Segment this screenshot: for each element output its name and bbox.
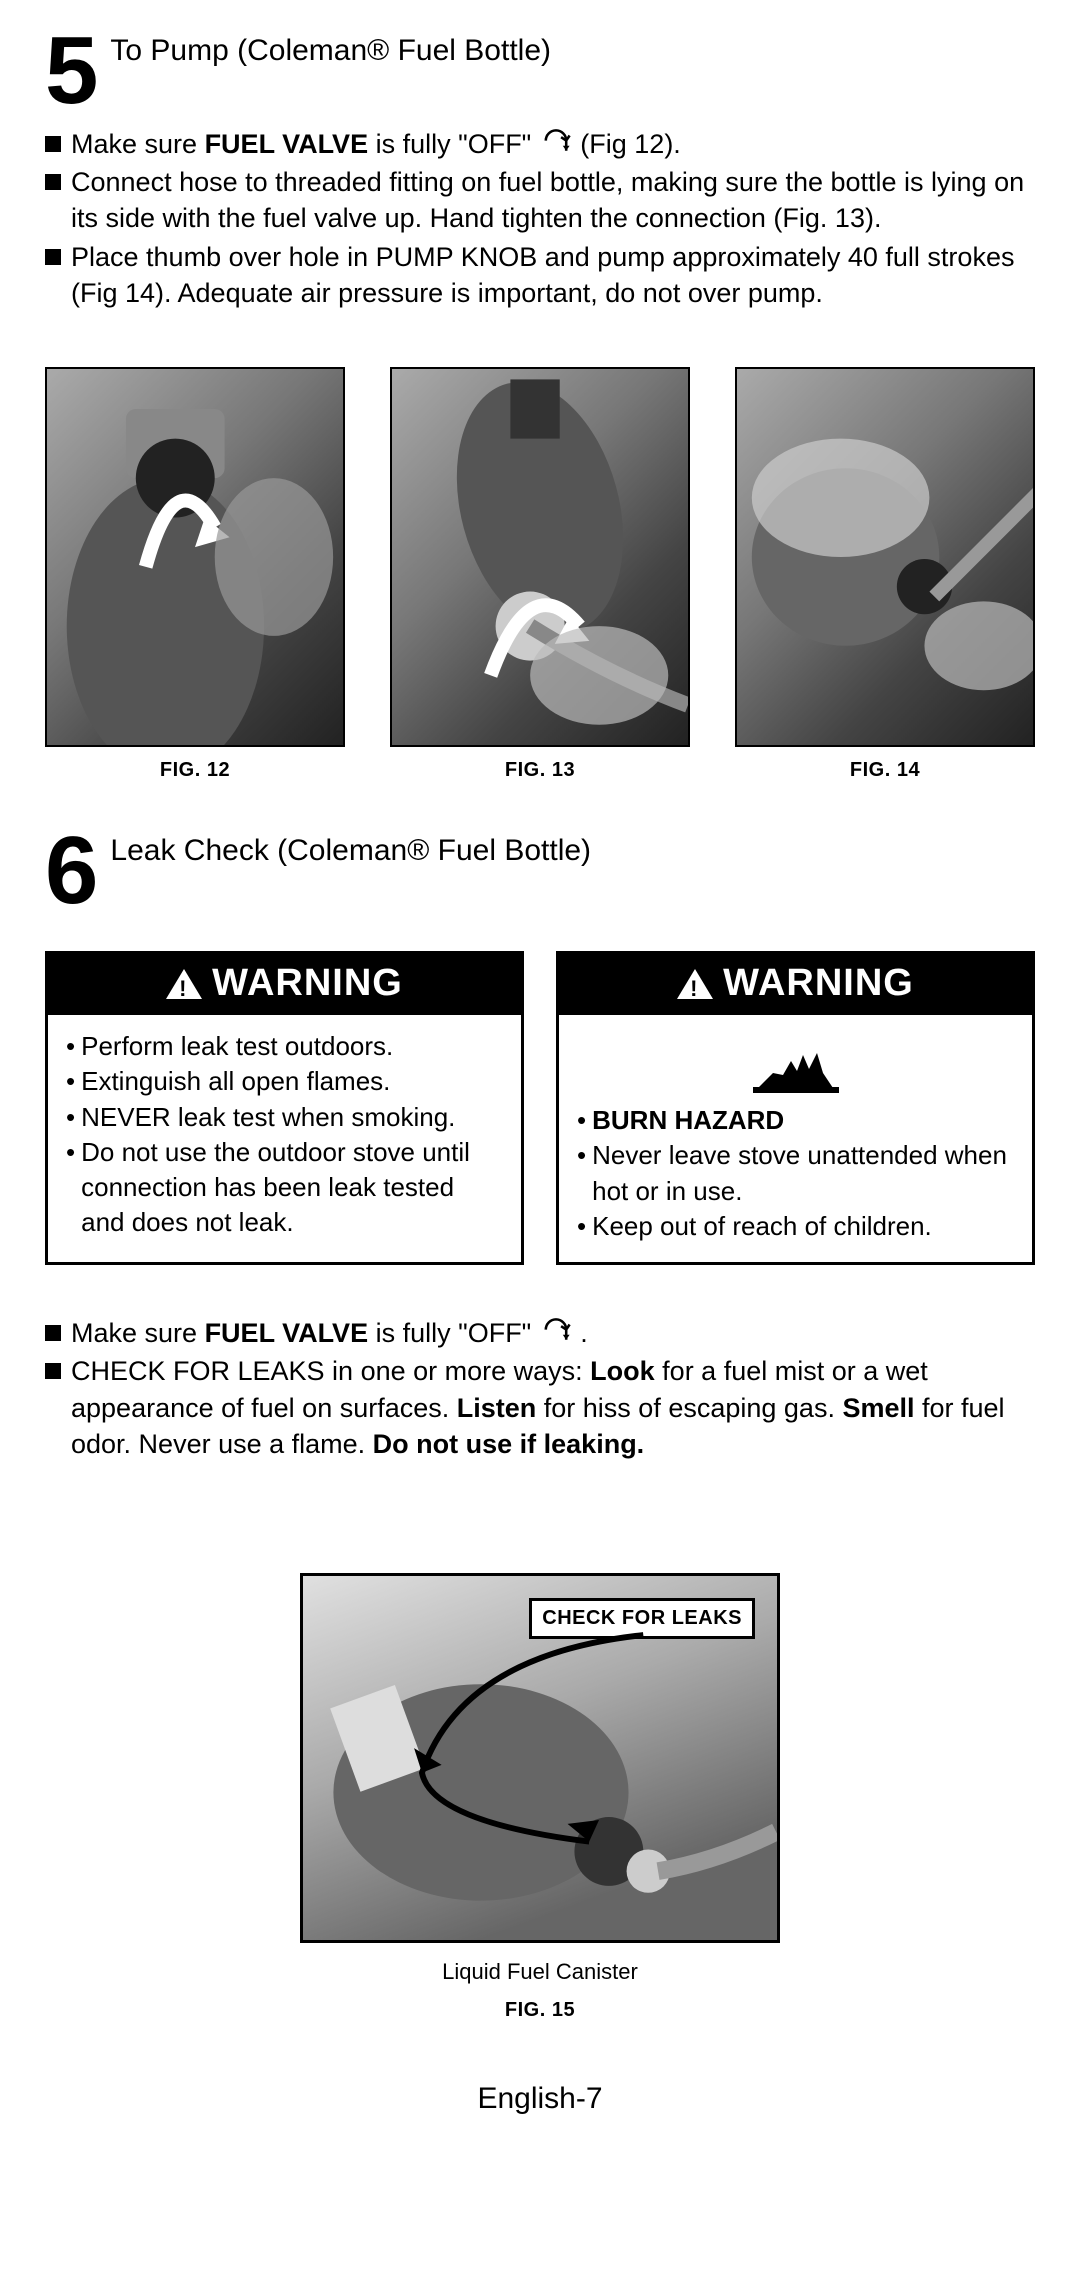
bullet-text: Connect hose to threaded fitting on fuel…	[71, 164, 1035, 237]
text-fragment: is fully "OFF"	[368, 129, 539, 159]
step-6-number: 6	[45, 830, 98, 912]
warning-box-2: WARNING •BURN HAZARD •Never leave stove …	[556, 951, 1035, 1264]
bullet-text: Place thumb over hole in PUMP KNOB and p…	[71, 239, 1035, 312]
warn-text: Extinguish all open flames.	[81, 1064, 390, 1099]
step-5-bullets: Make sure FUEL VALVE is fully "OFF" (Fig…	[45, 126, 1035, 312]
bullet-square-icon	[45, 136, 61, 152]
text-fragment: .	[573, 1318, 588, 1348]
bullet-square-icon	[45, 249, 61, 265]
warning-header: WARNING	[48, 954, 521, 1015]
bullet-square-icon	[45, 174, 61, 190]
bullet-dot-icon: •	[577, 1103, 586, 1138]
bullet-item: Make sure FUEL VALVE is fully "OFF" (Fig…	[45, 126, 1035, 162]
page-footer: English-7	[45, 2082, 1035, 2116]
warn-item: •NEVER leak test when smoking.	[66, 1100, 503, 1135]
rotate-arrow-icon	[539, 127, 573, 161]
bullet-square-icon	[45, 1325, 61, 1341]
warning-triangle-icon	[166, 969, 202, 999]
check-leaks-section: CHECK FOR LEAKS Liquid Fuel Canister FIG…	[45, 1573, 1035, 2022]
figure-caption: FIG. 12	[45, 759, 345, 782]
figure-15-image: CHECK FOR LEAKS	[300, 1573, 780, 1943]
bullet-text: CHECK FOR LEAKS in one or more ways: Loo…	[71, 1353, 1035, 1462]
bullet-dot-icon: •	[577, 1209, 586, 1244]
step-5-title: To Pump (Coleman® Fuel Bottle)	[110, 34, 551, 68]
warn-item: •BURN HAZARD	[577, 1103, 1014, 1138]
warn-text: Do not use the outdoor stove until conne…	[81, 1135, 503, 1240]
bullet-dot-icon: •	[577, 1138, 586, 1208]
figure-12: FIG. 12	[45, 367, 345, 782]
burn-hand-icon	[753, 1033, 839, 1093]
text-fragment: Make sure	[71, 1318, 205, 1348]
figure-image	[735, 367, 1035, 747]
text-bold: FUEL VALVE	[205, 1318, 369, 1348]
warning-body: •Perform leak test outdoors. •Extinguish…	[48, 1015, 521, 1258]
bullet-dot-icon: •	[66, 1100, 75, 1135]
warn-text-bold: BURN HAZARD	[592, 1103, 784, 1138]
figure-image	[45, 367, 345, 747]
text-bold: FUEL VALVE	[205, 129, 369, 159]
figure-13: FIG. 13	[390, 367, 690, 782]
figure-15-number: FIG. 15	[505, 1999, 575, 2022]
warn-text: Keep out of reach of children.	[592, 1209, 932, 1244]
step-5-number: 5	[45, 30, 98, 112]
warn-item: •Extinguish all open flames.	[66, 1064, 503, 1099]
rotate-arrow-icon	[539, 1316, 573, 1350]
bullet-text: Make sure FUEL VALVE is fully "OFF" .	[71, 1315, 1035, 1351]
text-fragment: Make sure	[71, 129, 205, 159]
step-6-title: Leak Check (Coleman® Fuel Bottle)	[110, 834, 591, 868]
warning-title: WARNING	[723, 962, 914, 1005]
warn-item: •Perform leak test outdoors.	[66, 1029, 503, 1064]
bullet-square-icon	[45, 1363, 61, 1379]
leak-bullets: Make sure FUEL VALVE is fully "OFF" . CH…	[45, 1315, 1035, 1463]
step-5-header: 5 To Pump (Coleman® Fuel Bottle)	[45, 30, 1035, 112]
warn-item: •Never leave stove unattended when hot o…	[577, 1138, 1014, 1208]
warning-body: •BURN HAZARD •Never leave stove unattend…	[559, 1015, 1032, 1261]
text-fragment: (Fig 12).	[573, 129, 681, 159]
figure-image	[390, 367, 690, 747]
fig-13-illustration	[392, 369, 688, 745]
warning-title: WARNING	[212, 962, 403, 1005]
bullet-item: Make sure FUEL VALVE is fully "OFF" .	[45, 1315, 1035, 1351]
bullet-dot-icon: •	[66, 1029, 75, 1064]
warn-text: Perform leak test outdoors.	[81, 1029, 393, 1064]
figure-caption: FIG. 13	[390, 759, 690, 782]
bullet-dot-icon: •	[66, 1135, 75, 1240]
fig-15-illustration	[303, 1576, 777, 1940]
warning-header: WARNING	[559, 954, 1032, 1015]
fig-14-illustration	[737, 369, 1033, 745]
warn-item: •Do not use the outdoor stove until conn…	[66, 1135, 503, 1240]
warn-item: •Keep out of reach of children.	[577, 1209, 1014, 1244]
warn-text: Never leave stove unattended when hot or…	[592, 1138, 1014, 1208]
text-fragment: is fully "OFF"	[368, 1318, 539, 1348]
warning-box-1: WARNING •Perform leak test outdoors. •Ex…	[45, 951, 524, 1264]
bullet-item: Connect hose to threaded fitting on fuel…	[45, 164, 1035, 237]
figure-14: FIG. 14	[735, 367, 1035, 782]
bullet-dot-icon: •	[66, 1064, 75, 1099]
figure-caption: FIG. 14	[735, 759, 1035, 782]
fig-12-illustration	[47, 369, 343, 745]
warning-row: WARNING •Perform leak test outdoors. •Ex…	[45, 951, 1035, 1264]
bullet-text: Make sure FUEL VALVE is fully "OFF" (Fig…	[71, 126, 1035, 162]
bullet-item: CHECK FOR LEAKS in one or more ways: Loo…	[45, 1353, 1035, 1462]
figure-15-caption: Liquid Fuel Canister	[442, 1959, 638, 1985]
warning-triangle-icon	[677, 969, 713, 999]
step-6-header: 6 Leak Check (Coleman® Fuel Bottle)	[45, 830, 1035, 912]
bullet-item: Place thumb over hole in PUMP KNOB and p…	[45, 239, 1035, 312]
figures-row: FIG. 12 FIG. 13 FIG. 14	[45, 367, 1035, 782]
warn-text: NEVER leak test when smoking.	[81, 1100, 455, 1135]
